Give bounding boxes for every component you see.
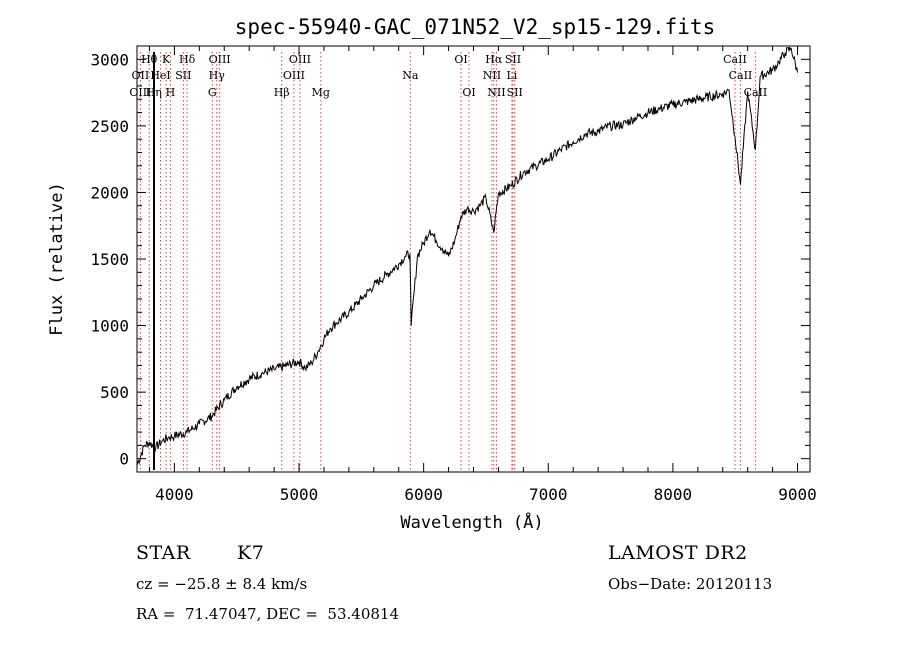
x-tick-label: 4000: [155, 485, 194, 504]
chart-title: spec-55940-GAC_071N52_V2_sp15-129.fits: [235, 15, 715, 39]
y-tick-label: 2000: [90, 183, 129, 202]
spectral-line-label: Hα: [485, 53, 503, 66]
spectral-line-label: SII: [175, 69, 191, 82]
spectrum-plot: spec-55940-GAC_071N52_V2_sp15-129.fits H…: [47, 15, 817, 533]
spectral-line-label: OIII: [289, 53, 311, 66]
x-tick-label: 6000: [404, 485, 443, 504]
y-tick-label: 1500: [90, 250, 129, 269]
coordinates: RA = 71.47047, DEC = 53.40814: [136, 605, 400, 623]
spectral-line-label: Hδ: [179, 53, 196, 66]
spectral-line-label: OIII: [129, 86, 151, 99]
spectral-line-label: CaII: [729, 69, 753, 82]
spectral-line-label: Hγ: [209, 69, 226, 82]
spectral-line-label: Na: [402, 69, 419, 82]
spectral-line-label: Mg: [312, 86, 330, 99]
spectral-line-label: OI: [462, 86, 475, 99]
spectral-line-label: G: [208, 86, 217, 99]
y-tick-label: 1000: [90, 317, 129, 336]
y-axis-label: Flux (relative): [47, 182, 67, 336]
y-axis-ticks: 0 500 1000 1500 2000 2500 3000: [90, 45, 810, 469]
spectral-line-label: OIII: [209, 53, 231, 66]
x-tick-label: 8000: [654, 485, 693, 504]
object-class: STAR: [136, 542, 191, 564]
plot-frame: [136, 45, 811, 473]
survey-name: LAMOST DR2: [608, 542, 748, 564]
radial-velocity: cz = −25.8 ± 8.4 km/s: [136, 575, 308, 593]
spectral-line-labels: HθOIIOIIIKHeISIIHηHHδOIIIHγGOIIIOIIIHβMg…: [129, 53, 767, 99]
x-tick-label: 7000: [529, 485, 568, 504]
x-tick-label: 5000: [280, 485, 319, 504]
observation-date: Obs−Date: 20120113: [608, 575, 773, 593]
spectral-line-label: NII: [487, 86, 505, 99]
y-tick-label: 0: [119, 450, 129, 469]
spectral-line-label: CaII: [744, 86, 768, 99]
x-axis-ticks: 4000 5000 6000 7000 8000 9000: [148, 46, 817, 504]
spectrum-line: [136, 46, 798, 466]
spectral-line-markers: [139, 52, 756, 472]
spectral-line-label: Hβ: [274, 86, 290, 99]
spectral-line-label: K: [162, 53, 171, 66]
x-axis-label: Wavelength (Å): [400, 511, 543, 533]
spectral-line-label: NII: [483, 69, 501, 82]
spectral-line-label: H: [166, 86, 176, 99]
object-subclass: K7: [237, 542, 265, 564]
spectral-line-label: OI: [454, 53, 467, 66]
spectral-line-label: SII: [505, 53, 521, 66]
spectral-line-label: OII: [132, 69, 150, 82]
spectral-line-label: Li: [506, 69, 517, 82]
spectral-line-label: CaII: [723, 53, 747, 66]
spectral-line-label: HeI: [150, 69, 170, 82]
spectral-line-label: SII: [507, 86, 523, 99]
y-tick-label: 3000: [90, 50, 129, 69]
y-tick-label: 2500: [90, 117, 129, 136]
x-tick-label: 9000: [778, 485, 817, 504]
spectral-line-label: OIII: [283, 69, 305, 82]
y-tick-label: 500: [100, 383, 129, 402]
